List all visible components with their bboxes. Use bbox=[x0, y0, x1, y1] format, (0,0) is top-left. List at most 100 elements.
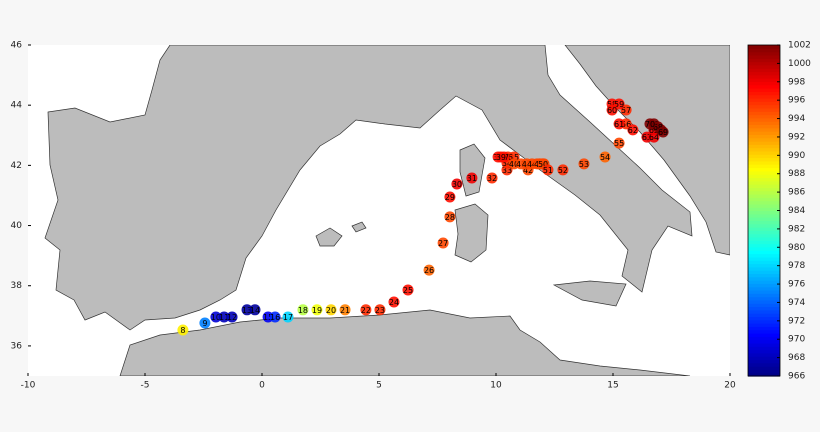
point-label: 55 bbox=[614, 139, 624, 148]
colorbar-tick-label: 968 bbox=[788, 353, 805, 363]
colorbar-step bbox=[748, 187, 780, 192]
point-label: 34 bbox=[502, 159, 512, 168]
point-label: 8 bbox=[180, 326, 185, 335]
colorbar-step bbox=[748, 352, 780, 357]
colorbar-step bbox=[748, 124, 780, 129]
point-label: 14 bbox=[250, 306, 260, 315]
track-point bbox=[451, 178, 463, 190]
colorbar-step bbox=[748, 200, 780, 205]
point-label: 21 bbox=[340, 306, 350, 315]
colorbar-step bbox=[748, 289, 780, 294]
colorbar-step bbox=[748, 303, 780, 308]
point-label: 57 bbox=[621, 106, 631, 115]
point-label: 12 bbox=[227, 313, 237, 322]
colorbar-step bbox=[748, 97, 780, 102]
point-label: 69 bbox=[658, 128, 668, 137]
colorbar-tick-label: 984 bbox=[788, 206, 805, 216]
track-point bbox=[388, 296, 400, 308]
track-point bbox=[627, 124, 639, 136]
track-point bbox=[218, 311, 230, 323]
colorbar-tick-label: 982 bbox=[788, 224, 805, 234]
colorbar-step bbox=[748, 51, 780, 56]
colorbar-step bbox=[748, 160, 780, 165]
colorbar-step bbox=[748, 233, 780, 238]
colorbar-step bbox=[748, 236, 780, 241]
colorbar-step bbox=[748, 180, 780, 185]
sicily bbox=[552, 280, 627, 307]
europe-land bbox=[44, 45, 693, 331]
colorbar-step bbox=[748, 48, 780, 53]
track-point bbox=[657, 126, 669, 138]
corsica bbox=[459, 143, 486, 197]
track-point bbox=[444, 211, 456, 223]
y-tick-label: 36 bbox=[11, 341, 23, 351]
colorbar-step bbox=[748, 286, 780, 291]
colorbar-step bbox=[748, 250, 780, 255]
point-label: 52 bbox=[558, 166, 568, 175]
colorbar-step bbox=[748, 64, 780, 69]
y-tick-label: 40 bbox=[11, 221, 23, 231]
track-point bbox=[177, 324, 189, 336]
colorbar-step bbox=[748, 326, 780, 331]
point-label: 39 bbox=[496, 153, 506, 162]
colorbar-step bbox=[748, 71, 780, 76]
colorbar-step bbox=[748, 240, 780, 245]
x-tick-label: -5 bbox=[141, 381, 150, 391]
colorbar-step bbox=[748, 114, 780, 119]
point-label: 64 bbox=[649, 133, 659, 142]
point-label: 27 bbox=[438, 239, 448, 248]
colorbar-step bbox=[748, 230, 780, 235]
point-label: 70 bbox=[645, 120, 655, 129]
point-label: 22 bbox=[361, 306, 371, 315]
colorbar-step bbox=[748, 296, 780, 301]
colorbar-step bbox=[748, 164, 780, 169]
colorbar-step bbox=[748, 111, 780, 116]
track-point bbox=[226, 311, 238, 323]
colorbar-step bbox=[748, 270, 780, 274]
point-label: 62 bbox=[628, 126, 638, 135]
x-tick-label: 5 bbox=[376, 381, 382, 391]
track-point bbox=[339, 304, 351, 316]
colorbar-step bbox=[748, 54, 780, 59]
track-point bbox=[269, 311, 281, 323]
colorbar-step bbox=[748, 144, 780, 149]
colorbar-step bbox=[748, 256, 780, 261]
point-label: 26 bbox=[424, 266, 434, 275]
y-tick-label: 44 bbox=[11, 101, 23, 111]
colorbar-step bbox=[748, 150, 780, 155]
colorbar-step bbox=[748, 78, 780, 83]
track-point bbox=[249, 304, 261, 316]
colorbar-step bbox=[748, 273, 780, 278]
colorbar-tick-label: 972 bbox=[788, 316, 805, 326]
colorbar-step bbox=[748, 184, 780, 188]
y-tick-label: 42 bbox=[11, 161, 22, 171]
colorbar-step bbox=[748, 117, 780, 122]
colorbar-step bbox=[748, 223, 780, 228]
colorbar-step bbox=[748, 366, 780, 370]
point-label: 29 bbox=[445, 193, 455, 202]
point-label: 20 bbox=[326, 306, 336, 315]
colorbar-step bbox=[748, 101, 780, 106]
colorbar-step bbox=[748, 104, 780, 109]
track-point bbox=[325, 304, 337, 316]
colorbar-step bbox=[748, 293, 780, 298]
colorbar-tick-label: 986 bbox=[788, 188, 805, 198]
land-layer bbox=[44, 45, 730, 376]
point-label: 32 bbox=[487, 174, 497, 183]
x-tick-label: 15 bbox=[607, 381, 618, 391]
x-tick-label: -10 bbox=[21, 381, 36, 391]
track-point bbox=[599, 151, 611, 163]
x-tick-label: 20 bbox=[724, 381, 736, 391]
point-label: 56 bbox=[621, 120, 631, 129]
colorbar-step bbox=[748, 263, 780, 268]
point-label: 33 bbox=[502, 166, 512, 175]
point-label: 25 bbox=[403, 286, 413, 295]
colorbar-step bbox=[748, 174, 780, 178]
colorbar-tick-label: 988 bbox=[788, 169, 805, 179]
colorbar-step bbox=[748, 356, 780, 361]
sardinia bbox=[454, 203, 489, 263]
colorbar-tick-label: 992 bbox=[788, 132, 805, 142]
point-label: 53 bbox=[579, 160, 589, 169]
